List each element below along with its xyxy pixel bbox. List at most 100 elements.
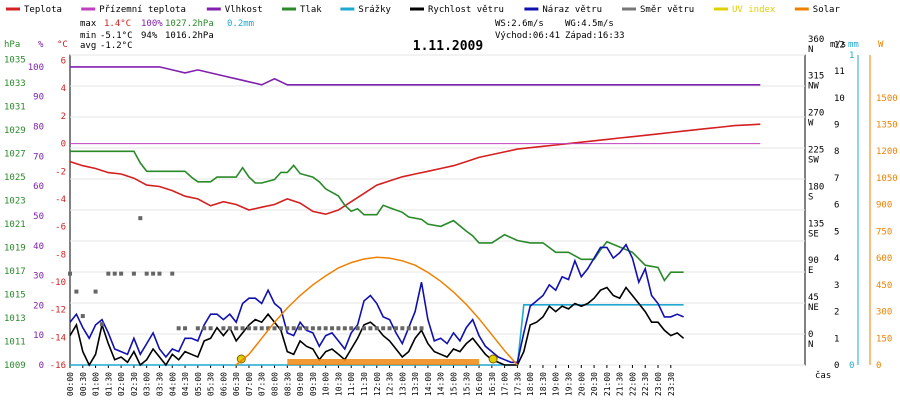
tick-temp: -10 xyxy=(50,278,66,288)
x-tick-label: 20:00 xyxy=(577,372,586,396)
x-tick-label: 17:00 xyxy=(501,372,510,396)
x-tick-label: 16:30 xyxy=(488,372,497,396)
unit-ms: m/s xyxy=(830,40,846,50)
tick-wind-dir-name: NW xyxy=(808,82,819,92)
x-tick-label: 04:30 xyxy=(181,372,190,396)
tick-pressure: 1011 xyxy=(4,338,26,348)
x-tick-label: 10:00 xyxy=(322,372,331,396)
wind-dir-dot xyxy=(176,326,181,331)
wind-dir-dot xyxy=(310,326,315,331)
tick-wind-dir: 270 xyxy=(808,109,824,119)
tick-wind-dir-name: N xyxy=(808,340,813,350)
tick-humidity: 60 xyxy=(33,182,44,192)
tick-pressure: 1023 xyxy=(4,197,26,207)
sunset-time: Západ:16:33 xyxy=(565,31,625,41)
x-tick-label: 08:00 xyxy=(271,372,280,396)
tick-humidity: 100 xyxy=(28,63,44,73)
x-tick-label: 18:30 xyxy=(539,372,548,396)
stats-avg-label: avg xyxy=(80,41,96,51)
x-tick-label: 19:30 xyxy=(565,372,574,396)
x-tick-label: 22:00 xyxy=(628,372,637,396)
tick-wind-ms: 3 xyxy=(834,281,839,291)
wind-dir-dot xyxy=(406,326,411,331)
tick-pressure: 1021 xyxy=(4,220,26,230)
tick-humidity: 90 xyxy=(33,93,44,103)
wind-dir-dot xyxy=(157,271,162,276)
tick-temp: 6 xyxy=(61,57,66,67)
x-tick-label: 00:30 xyxy=(79,372,88,396)
wind-dir-dot xyxy=(240,326,245,331)
legend-label: Tlak xyxy=(300,5,322,15)
wind-dir-dot xyxy=(119,271,124,276)
stats-min-temp: -5.1°C xyxy=(100,31,133,41)
wind-wg: WG:4.5m/s xyxy=(565,19,614,29)
x-tick-label: 19:00 xyxy=(552,372,561,396)
x-tick-label: 02:30 xyxy=(130,372,139,396)
unit-hpa: hPa xyxy=(4,40,20,50)
tick-temp: -8 xyxy=(55,250,66,260)
tick-wind-ms: 4 xyxy=(834,254,839,264)
x-tick-label: 09:00 xyxy=(296,372,305,396)
tick-wind-ms: 1 xyxy=(834,334,839,344)
tick-temp: 4 xyxy=(61,84,66,94)
tick-humidity: 80 xyxy=(33,123,44,133)
tick-humidity: 50 xyxy=(33,212,44,222)
wind-dir-dot xyxy=(323,326,328,331)
tick-pressure: 1009 xyxy=(4,361,26,371)
tick-temp: -16 xyxy=(50,361,66,371)
tick-temp: 2 xyxy=(61,112,66,122)
wind-dir-dot xyxy=(202,326,207,331)
x-tick-label: 04:00 xyxy=(168,372,177,396)
x-tick-label: 03:00 xyxy=(143,372,152,396)
tick-solar: 1200 xyxy=(876,147,898,157)
tick-wind-dir: 0 xyxy=(808,330,813,340)
x-tick-label: 16:00 xyxy=(475,372,484,396)
sunrise-time: Východ:06:41 xyxy=(495,31,560,41)
tick-solar: 150 xyxy=(876,334,892,344)
wind-dir-dot xyxy=(291,326,296,331)
wind-dir-dot xyxy=(80,314,85,319)
x-tick-label: 11:00 xyxy=(347,372,356,396)
legend-label: Srážky xyxy=(358,5,391,15)
x-tick-label: 11:30 xyxy=(360,372,369,396)
tick-pressure: 1033 xyxy=(4,79,26,89)
stats-avg-temp: -1.2°C xyxy=(100,41,133,51)
wind-dir-dot xyxy=(74,289,79,294)
wind-dir-dot xyxy=(374,326,379,331)
tick-wind-dir-name: W xyxy=(808,119,814,129)
tick-wind-dir: 225 xyxy=(808,145,824,155)
unit-mm: mm xyxy=(848,40,859,50)
tick-wind-dir: 360 xyxy=(808,35,824,45)
wind-dir-dot xyxy=(208,326,213,331)
x-tick-label: 20:30 xyxy=(590,372,599,396)
tick-humidity: 70 xyxy=(33,152,44,162)
series-Vlhkost xyxy=(70,66,761,86)
wind-dir-dot xyxy=(106,271,111,276)
wind-dir-dot xyxy=(349,326,354,331)
x-tick-label: 06:00 xyxy=(219,372,228,396)
x-tick-label: 22:30 xyxy=(641,372,650,396)
wind-dir-dot xyxy=(330,326,335,331)
unit-w: W xyxy=(878,40,884,50)
wind-dir-dot xyxy=(99,322,104,327)
wind-dir-dot xyxy=(381,326,386,331)
x-tick-label: 02:00 xyxy=(117,372,126,396)
tick-wind-ms: 12 xyxy=(834,40,845,50)
tick-humidity: 40 xyxy=(33,242,44,252)
tick-wind-dir: 315 xyxy=(808,72,824,82)
stats-min-hum: 94% xyxy=(141,31,158,41)
unit-pct: % xyxy=(38,40,44,50)
tick-solar: 300 xyxy=(876,308,892,318)
tick-temp: -12 xyxy=(50,306,66,316)
x-tick-label: 06:30 xyxy=(232,372,241,396)
wind-dir-dot xyxy=(413,326,418,331)
x-tick-label: 03:30 xyxy=(155,372,164,396)
legend-label: Přízemní teplota xyxy=(99,5,186,15)
tick-pressure: 1035 xyxy=(4,56,26,66)
tick-wind-dir-name: NE xyxy=(808,303,819,313)
tick-solar: 750 xyxy=(876,227,892,237)
tick-wind-dir-name: S xyxy=(808,192,813,202)
x-tick-label: 01:30 xyxy=(104,372,113,396)
tick-solar: 1500 xyxy=(876,94,898,104)
tick-pressure: 1029 xyxy=(4,126,26,136)
